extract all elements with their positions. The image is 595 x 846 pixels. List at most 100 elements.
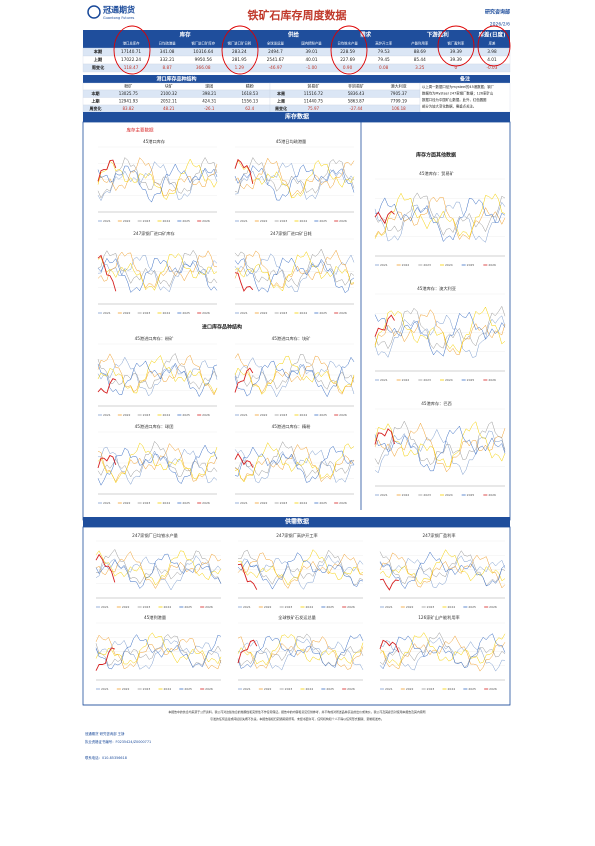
cell: 11440.75 (304, 98, 324, 103)
chart-line (237, 554, 364, 590)
cell: 2100.32 (160, 91, 177, 96)
chart-line (95, 555, 222, 591)
chart-line (374, 196, 506, 241)
legend-label: 2022 (406, 687, 414, 691)
column-header: 国内精粉产量 (301, 41, 322, 46)
chart-line (379, 637, 506, 672)
chart-line (97, 378, 116, 394)
chart-line (97, 158, 218, 201)
chart-title: 45港进口库存：块矿 (272, 335, 311, 342)
notes-bg (419, 82, 511, 113)
legend-label: 2025 (184, 605, 192, 609)
subtitle: 库存主要数据 (127, 127, 154, 134)
legend-label: 2021 (101, 687, 109, 691)
chart-title: 45港口库存 (143, 138, 165, 145)
cell: 85.44 (414, 57, 426, 62)
legend-label: 2022 (123, 311, 131, 315)
row-label: 周变化 (92, 64, 105, 71)
chart-title: 247家钢厂盈利率 (422, 532, 455, 539)
cell: 118.47 (124, 65, 139, 70)
chart-line (234, 157, 355, 198)
table-row-bg (82, 63, 511, 73)
notes-text: 数据口径为中国矿山数据。此外，红色圆圈 (422, 97, 487, 102)
column-header: 日均疏港量 (159, 41, 177, 46)
logo-en: Guantong Futures (103, 16, 135, 20)
mini-chart (374, 408, 506, 496)
cell: 39.39 (450, 49, 462, 54)
legend-label: 2022 (260, 219, 268, 223)
legend-label: 2026 (202, 413, 210, 417)
chart-line (374, 192, 506, 239)
legend-label: 2025 (182, 311, 190, 315)
legend-label: 2021 (380, 263, 388, 267)
col-header-bg (82, 82, 271, 91)
cell: 7905.37 (390, 91, 407, 96)
cell: 48.21 (163, 106, 175, 111)
legend-label: 2026 (202, 219, 210, 223)
chart-line (234, 249, 355, 289)
chart-line (234, 354, 355, 390)
disclaimer: 本报告中的信息均来源于公开资料，我公司对这些信息的准确性和完整性不作任何保证。报… (168, 709, 425, 714)
legend-label: 2025 (467, 263, 475, 267)
legend-label: 2023 (423, 263, 431, 267)
disclaimer: 引发的任何直接或间接损失概不负责。本报告版权归冠通期货所有，未经书面许可，任何机… (210, 716, 383, 721)
legend-label: 2021 (385, 687, 393, 691)
chart-line (374, 421, 506, 468)
cell: 341.08 (160, 49, 175, 54)
chart-line (237, 549, 364, 586)
legend-label: 2026 (202, 311, 210, 315)
chart-title: 45港进口库存：粉矿 (135, 335, 174, 342)
chart-line (234, 156, 355, 194)
chart-line (237, 633, 364, 669)
cell: 40.01 (306, 57, 318, 62)
cell: 2494.7 (268, 49, 283, 54)
legend-label: 2023 (285, 605, 293, 609)
chart-line (97, 163, 218, 203)
chart-line (374, 422, 506, 473)
legend-label: 2024 (445, 493, 453, 497)
column-header: 精粉 (246, 83, 254, 89)
cell: 7799.19 (390, 98, 407, 103)
chart-line (234, 164, 355, 201)
mini-chart (237, 540, 364, 608)
chart-title: 247家钢厂进口矿库存 (133, 230, 175, 237)
legend-label: 2026 (339, 311, 347, 315)
cell: 12941.93 (119, 98, 139, 103)
chart-line (97, 161, 218, 202)
chart-line (234, 367, 254, 393)
group-header: 供给 (287, 31, 300, 39)
chart-title: 45港日均疏港量 (276, 138, 306, 145)
legend-label: 2023 (143, 413, 151, 417)
legend-label: 2023 (280, 501, 288, 505)
chart-line (97, 355, 218, 394)
table-header-bg (83, 30, 510, 48)
cell: 3.25 (415, 65, 425, 70)
page-title: 铁矿石库存周度数据 (248, 8, 347, 22)
chart-line (234, 442, 355, 483)
table-row-bg (82, 104, 271, 113)
chart-title: 45港进口库存：精粉 (272, 423, 312, 430)
row-label: 本周 (276, 90, 285, 96)
cell: 13025.75 (119, 91, 139, 96)
cell: 62.4 (245, 106, 254, 111)
legend-label: 2024 (306, 687, 314, 691)
cell: -26.1 (204, 106, 215, 111)
notes-text: 以上周一数据口径为mysteel的45港数据；钢厂 (422, 84, 495, 89)
chart-line (237, 638, 364, 671)
cell: 3.98 (487, 49, 497, 54)
chart-line (379, 639, 400, 653)
chart-line (237, 634, 364, 666)
legend-label: 2022 (406, 605, 414, 609)
legend-label: 2021 (101, 605, 109, 609)
cell: 398.21 (202, 91, 216, 96)
legend-label: 2024 (300, 501, 308, 505)
legend-label: 2025 (319, 501, 327, 505)
highlight (437, 25, 475, 67)
highlight (477, 25, 511, 67)
legend-label: 2023 (427, 605, 435, 609)
column-header: 产能利用率 (411, 41, 429, 46)
table-title-bg (270, 75, 420, 83)
legend-label: 2022 (402, 378, 410, 382)
logo-icon (87, 5, 101, 19)
chart-line (374, 428, 395, 445)
